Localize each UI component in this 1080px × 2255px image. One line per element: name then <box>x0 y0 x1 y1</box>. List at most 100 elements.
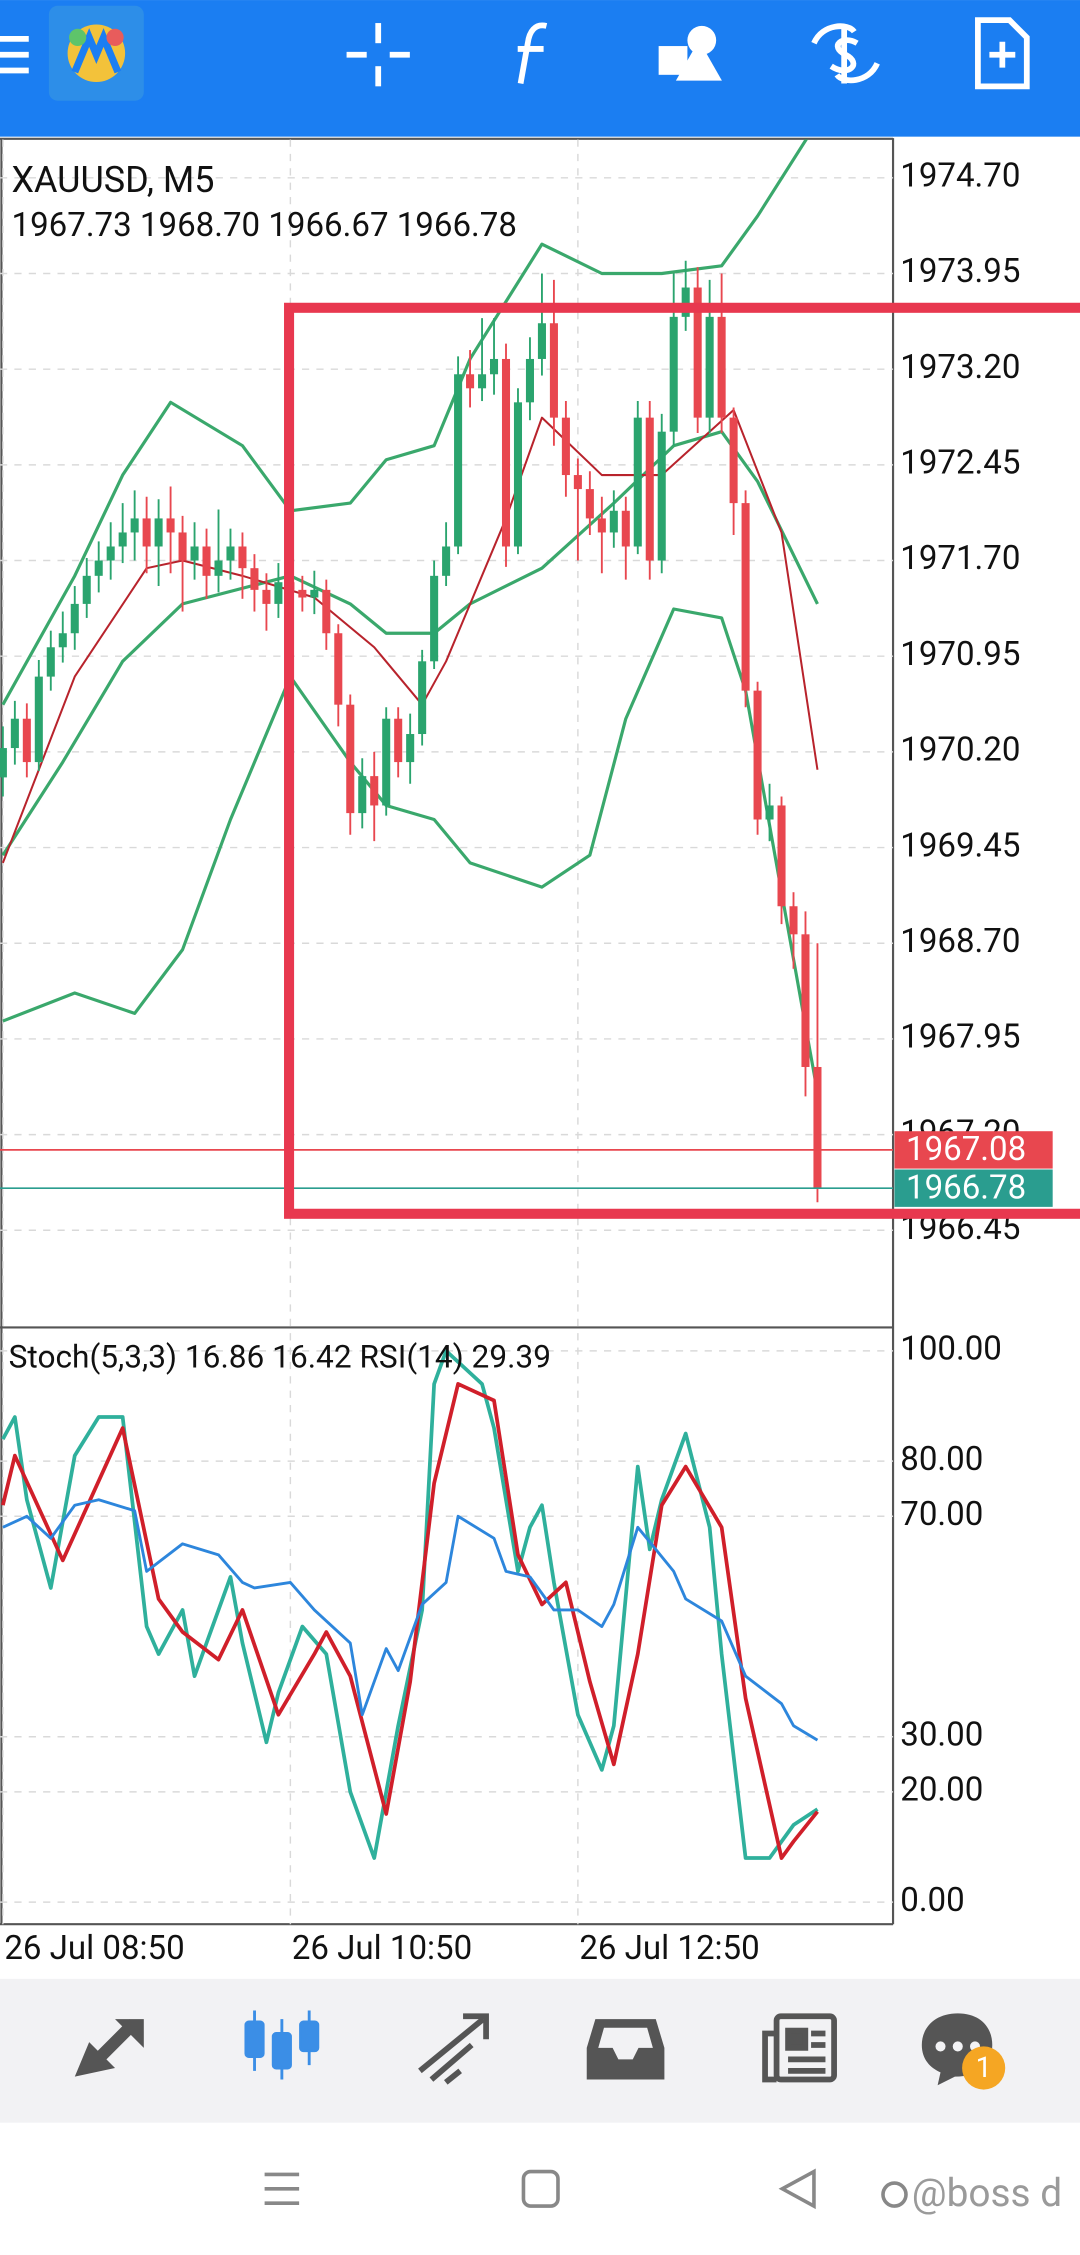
candle-body <box>310 589 319 598</box>
news-tab[interactable] <box>762 2013 837 2083</box>
candle-body <box>106 546 115 561</box>
candle-body <box>70 603 79 634</box>
candle-body <box>585 489 594 519</box>
overlay-line <box>2 607 820 1093</box>
trade-button[interactable] <box>811 23 880 84</box>
candle-body <box>753 690 762 820</box>
grid-layer <box>0 139 894 1925</box>
candle-body <box>681 287 690 317</box>
candle-body <box>250 568 259 590</box>
candle-body <box>46 647 55 677</box>
x-tick-label: 26 Jul 12:50 <box>579 1929 759 1968</box>
y-tick-label: 1967.95 <box>900 1018 1020 1057</box>
price-label-box <box>894 1131 1053 1169</box>
crosshair-button[interactable] <box>346 23 410 87</box>
candle-body <box>226 546 235 561</box>
history-tab[interactable] <box>586 2019 665 2080</box>
app-logo[interactable] <box>48 5 144 101</box>
price-label: 1966.78 <box>906 1168 1026 1207</box>
candle-body <box>717 316 726 418</box>
candle-body <box>489 358 499 375</box>
candle-body <box>58 633 67 648</box>
candle-body <box>789 906 798 935</box>
watermark-icon <box>881 2181 908 2208</box>
y-tick-label: 1969.45 <box>900 826 1020 865</box>
menu-button[interactable] <box>0 35 29 74</box>
y-tick-label: 80.00 <box>900 1440 983 1479</box>
home-button[interactable] <box>521 2169 560 2208</box>
annotation-box <box>284 302 1080 1219</box>
y-tick-label: 1972.45 <box>900 444 1020 483</box>
candle-body <box>501 358 511 547</box>
candle-body <box>537 323 546 359</box>
price-label-box <box>894 1169 1053 1207</box>
toolbar <box>0 0 1080 137</box>
message-badge: 1 <box>976 2051 992 2085</box>
candle-body <box>298 589 307 598</box>
candle-body <box>358 776 367 814</box>
candle-body <box>370 776 379 806</box>
objects-button[interactable] <box>658 25 722 81</box>
y-tick-label: 1974.70 <box>900 157 1020 196</box>
label-layer: 1974.70 1973.95 1973.20 1972.45 1971.70 1970.… <box>4 157 1053 1968</box>
overlay-line <box>1 139 809 706</box>
y-tick-label: 100.00 <box>900 1330 1002 1369</box>
ohlc-readout: 1967.73 1968.70 1966.67 1966.78 <box>12 206 517 245</box>
candle-body <box>442 546 451 576</box>
candle-body <box>178 532 187 561</box>
back-button[interactable] <box>778 2168 816 2210</box>
candle-body <box>801 934 810 1067</box>
candle-body <box>549 323 558 418</box>
candle-body <box>118 532 127 547</box>
candle-body <box>633 417 642 547</box>
chart-tab[interactable] <box>244 2010 320 2080</box>
candle-body <box>777 805 786 907</box>
candle-body <box>238 546 247 569</box>
y-tick-label: 1973.95 <box>900 252 1020 291</box>
candle-body <box>621 510 630 547</box>
chart-title: XAUUSD, M5 <box>12 159 215 201</box>
candle-body <box>202 546 211 576</box>
candle-body <box>597 518 606 533</box>
y-tick-label: 1970.95 <box>900 635 1020 674</box>
trade-tab[interactable] <box>418 2013 489 2085</box>
candle-body <box>525 358 534 403</box>
indicator-line <box>1 1349 819 1860</box>
candle-body <box>669 316 678 432</box>
candle-body <box>573 475 582 490</box>
new-order-button[interactable] <box>975 17 1030 90</box>
candle-body <box>729 417 738 504</box>
candle-body <box>454 374 463 547</box>
candle-body <box>813 1066 822 1189</box>
candle-body <box>513 402 523 547</box>
watermark: @boss d <box>912 2171 1062 2216</box>
x-tick-label: 26 Jul 08:50 <box>4 1929 184 1968</box>
overlay-line <box>1 430 819 857</box>
y-tick-label: 0.00 <box>900 1881 964 1920</box>
candle-body <box>190 546 199 561</box>
candle-body <box>130 518 139 533</box>
candle-body <box>406 734 415 763</box>
system-nav <box>264 2168 908 2210</box>
candle-body <box>0 748 7 778</box>
messages-tab[interactable] <box>921 2013 1006 2090</box>
candle-body <box>10 718 19 749</box>
indicator-plot <box>1 1349 819 1860</box>
price-plot <box>0 139 894 1203</box>
indicator-line <box>1 1382 819 1860</box>
y-tick-label: 70.00 <box>900 1495 983 1534</box>
candle-body <box>322 589 331 634</box>
candle-body <box>478 374 487 389</box>
indicator-line <box>2 1498 819 1742</box>
candle-body <box>274 582 283 604</box>
candle-body <box>765 805 774 820</box>
quotes-tab[interactable] <box>74 2019 144 2077</box>
indicators-button[interactable] <box>517 22 548 84</box>
candle-body <box>22 718 31 763</box>
recents-button[interactable] <box>264 2172 300 2205</box>
candle-body <box>466 374 475 389</box>
candle-body <box>154 518 163 547</box>
candle-body <box>94 560 103 576</box>
